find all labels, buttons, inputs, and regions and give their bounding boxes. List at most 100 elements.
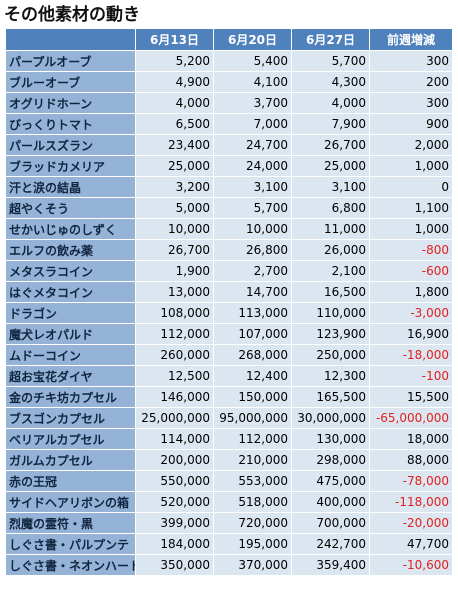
- table-body: パープルオーブ 5,200 5,400 5,700 300 ブルーオーブ 4,900 4,10…: [5, 50, 453, 576]
- value-cell: 26,700: [135, 239, 214, 261]
- item-name: メタスラコイン: [5, 260, 136, 282]
- value-cell: 16,500: [291, 281, 370, 303]
- value-cell: 107,000: [213, 323, 292, 345]
- item-name: オグリドホーン: [5, 92, 136, 114]
- item-name: ドラゴン: [5, 302, 136, 324]
- value-cell: 3,100: [291, 176, 370, 198]
- value-cell: 298,000: [291, 449, 370, 471]
- table-row: ブルーオーブ 4,900 4,100 4,300 200: [5, 71, 453, 93]
- table-row: 汗と涙の結晶 3,200 3,100 3,100 0: [5, 176, 453, 198]
- table-row: ブスゴンカプセル 25,000,000 95,000,000 30,000,000 -6…: [5, 407, 453, 429]
- value-cell: 900: [369, 113, 453, 135]
- item-name: ムドーコイン: [5, 344, 136, 366]
- value-cell: 1,000: [369, 218, 453, 240]
- value-cell: 6,500: [135, 113, 214, 135]
- value-cell: -3,000: [369, 302, 453, 324]
- value-cell: 165,500: [291, 386, 370, 408]
- table-row: 金のチキ坊カプセル 146,000 150,000 165,500 15,500: [5, 386, 453, 408]
- item-name: ブラッドカメリア: [5, 155, 136, 177]
- value-cell: 3,100: [213, 176, 292, 198]
- value-cell: 2,700: [213, 260, 292, 282]
- value-cell: 25,000,000: [135, 407, 214, 429]
- item-name: 魔犬レオパルド: [5, 323, 136, 345]
- value-cell: 300: [369, 92, 453, 114]
- value-cell: 123,900: [291, 323, 370, 345]
- item-name: エルフの飲み薬: [5, 239, 136, 261]
- value-cell: 4,100: [213, 71, 292, 93]
- value-cell: 10,000: [135, 218, 214, 240]
- value-cell: 3,700: [213, 92, 292, 114]
- value-cell: 250,000: [291, 344, 370, 366]
- table-row: びっくりトマト 6,500 7,000 7,900 900: [5, 113, 453, 135]
- item-name: ベリアルカプセル: [5, 428, 136, 450]
- item-name: パープルオーブ: [5, 50, 136, 72]
- item-name: 超やくそう: [5, 197, 136, 219]
- value-cell: 10,000: [213, 218, 292, 240]
- title: その他素材の動き: [4, 5, 140, 25]
- value-cell: 112,000: [213, 428, 292, 450]
- table-row: メタスラコイン 1,900 2,700 2,100 -600: [5, 260, 453, 282]
- table-row: エルフの飲み薬 26,700 26,800 26,000 -800: [5, 239, 453, 261]
- value-cell: 24,700: [213, 134, 292, 156]
- header-cell: 6月13日: [135, 28, 214, 51]
- value-cell: 12,400: [213, 365, 292, 387]
- item-name: 超お宝花ダイヤ: [5, 365, 136, 387]
- header-row: 6月13日 6月20日 6月27日 前週増減: [5, 28, 453, 51]
- value-cell: 26,800: [213, 239, 292, 261]
- value-cell: 112,000: [135, 323, 214, 345]
- value-cell: 95,000,000: [213, 407, 292, 429]
- header-cell: 6月27日: [291, 28, 370, 51]
- value-cell: 518,000: [213, 491, 292, 513]
- value-cell: 210,000: [213, 449, 292, 471]
- value-cell: 146,000: [135, 386, 214, 408]
- value-cell: 24,000: [213, 155, 292, 177]
- table-row: ベリアルカプセル 114,000 112,000 130,000 18,000: [5, 428, 453, 450]
- value-cell: 4,000: [291, 92, 370, 114]
- value-cell: 520,000: [135, 491, 214, 513]
- value-cell: 350,000: [135, 554, 214, 576]
- value-cell: 1,800: [369, 281, 453, 303]
- value-cell: 26,000: [291, 239, 370, 261]
- value-cell: 30,000,000: [291, 407, 370, 429]
- value-cell: 150,000: [213, 386, 292, 408]
- item-name: 汗と涙の結晶: [5, 176, 136, 198]
- value-cell: 16,900: [369, 323, 453, 345]
- table-row: はぐメタコイン 13,000 14,700 16,500 1,800: [5, 281, 453, 303]
- item-name: しぐさ書・ネオンハート: [5, 554, 136, 576]
- table-row: 超お宝花ダイヤ 12,500 12,400 12,300 -100: [5, 365, 453, 387]
- value-cell: 14,700: [213, 281, 292, 303]
- value-cell: 13,000: [135, 281, 214, 303]
- header-cell: [5, 28, 136, 51]
- value-cell: 400,000: [291, 491, 370, 513]
- value-cell: -100: [369, 365, 453, 387]
- table-row: ドラゴン 108,000 113,000 110,000 -3,000: [5, 302, 453, 324]
- value-cell: -10,600: [369, 554, 453, 576]
- value-cell: -800: [369, 239, 453, 261]
- value-cell: 553,000: [213, 470, 292, 492]
- value-cell: 7,900: [291, 113, 370, 135]
- value-cell: 5,200: [135, 50, 214, 72]
- item-name: びっくりトマト: [5, 113, 136, 135]
- value-cell: 1,000: [369, 155, 453, 177]
- value-cell: 300: [369, 50, 453, 72]
- value-cell: 113,000: [213, 302, 292, 324]
- value-cell: 88,000: [369, 449, 453, 471]
- value-cell: 0: [369, 176, 453, 198]
- value-cell: 475,000: [291, 470, 370, 492]
- value-cell: 184,000: [135, 533, 214, 555]
- value-cell: 18,000: [369, 428, 453, 450]
- value-cell: 550,000: [135, 470, 214, 492]
- value-cell: 7,000: [213, 113, 292, 135]
- table-row: パールスズラン 23,400 24,700 26,700 2,000: [5, 134, 453, 156]
- value-cell: 370,000: [213, 554, 292, 576]
- table-row: サイドヘアリボンの箱 520,000 518,000 400,000 -118,000: [5, 491, 453, 513]
- value-cell: 12,300: [291, 365, 370, 387]
- table-row: 赤の王冠 550,000 553,000 475,000 -78,000: [5, 470, 453, 492]
- value-cell: -20,000: [369, 512, 453, 534]
- item-name: サイドヘアリボンの箱: [5, 491, 136, 513]
- value-cell: 114,000: [135, 428, 214, 450]
- table-row: 烈魔の霊符・黒 399,000 720,000 700,000 -20,000: [5, 512, 453, 534]
- item-name: パールスズラン: [5, 134, 136, 156]
- header-cell: 前週増減: [369, 28, 453, 51]
- table-row: しぐさ書・ネオンハート 350,000 370,000 359,400 -10,600: [5, 554, 453, 576]
